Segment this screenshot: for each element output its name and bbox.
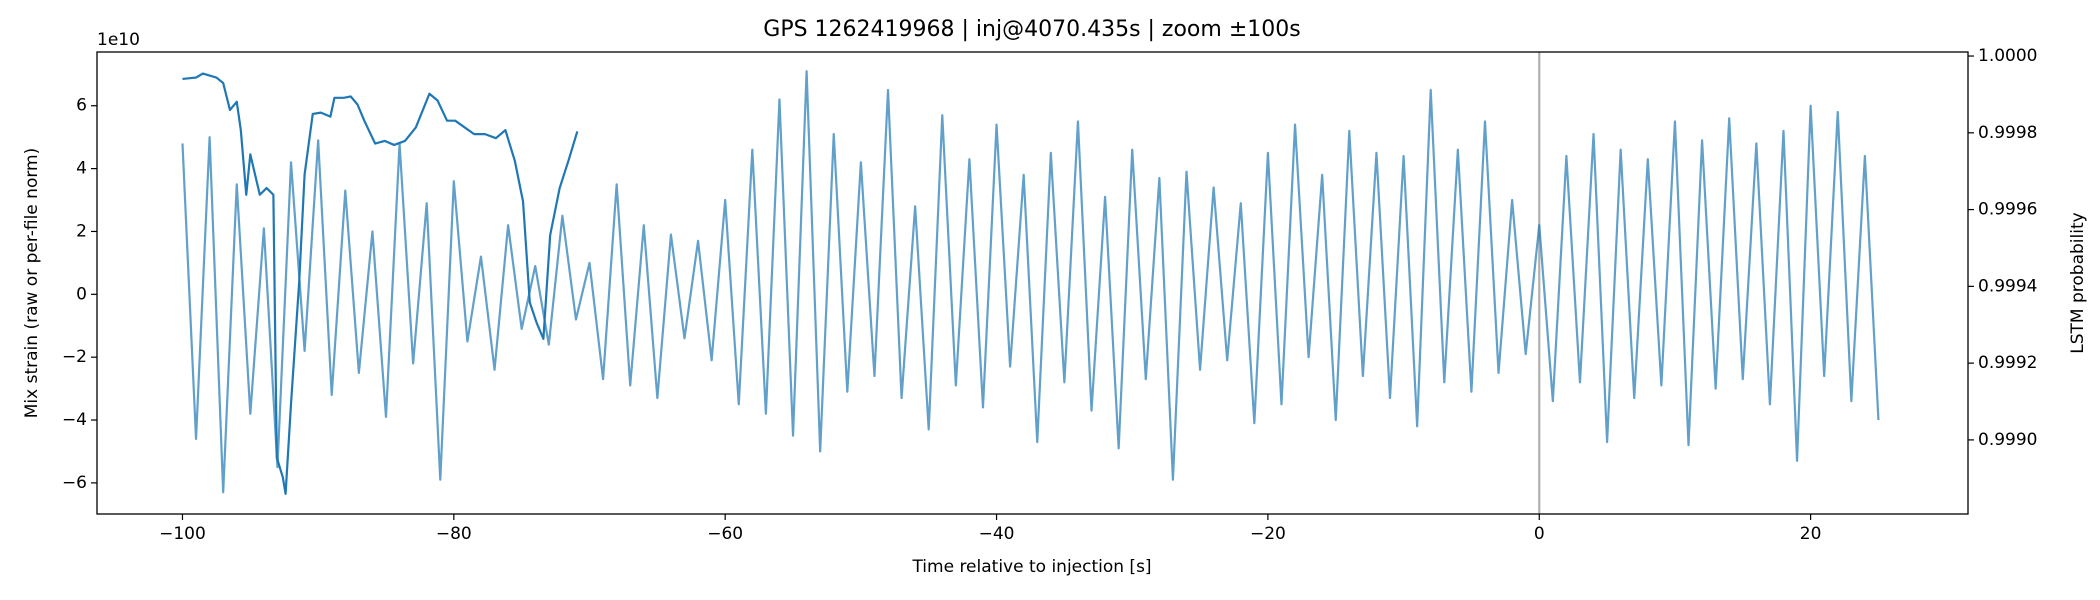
y-axis-label: Mix strain (raw or per-file norm)	[22, 148, 42, 418]
series-line	[182, 72, 579, 495]
series-line	[181, 70, 1880, 494]
y2-tick-label: 0.9992	[1978, 353, 2037, 373]
x-tick-label: −100	[159, 524, 206, 544]
y2-tick-label: 0.9998	[1978, 123, 2037, 143]
y-offset-label: 1e10	[97, 30, 140, 50]
y-tick-label: 4	[76, 159, 87, 179]
y2-tick-label: 0.9996	[1978, 200, 2037, 220]
y-tick-label: −4	[62, 410, 87, 430]
x-axis-label: Time relative to injection [s]	[911, 557, 1151, 577]
x-tick-label: −80	[436, 524, 472, 544]
y-tick-label: −2	[62, 347, 87, 367]
x-tick-label: 0	[1534, 524, 1545, 544]
x-tick-label: −60	[707, 524, 743, 544]
x-tick-label: 20	[1800, 524, 1822, 544]
chart-title: GPS 1262419968 | inj@4070.435s | zoom ±1…	[763, 17, 1300, 42]
y-tick-label: −6	[62, 473, 87, 493]
x-tick-label: −40	[979, 524, 1015, 544]
y2-tick-label: 0.9990	[1978, 430, 2037, 450]
y2-tick-label: 1.0000	[1978, 46, 2037, 66]
x-tick-label: −20	[1250, 524, 1286, 544]
y-tick-label: 0	[76, 284, 87, 304]
y2-axis-label: LSTM probability	[2068, 212, 2088, 353]
y-tick-label: 6	[76, 96, 87, 116]
y-tick-label: 2	[76, 221, 87, 241]
plot-frame	[96, 51, 1969, 515]
y2-tick-label: 0.9994	[1978, 276, 2037, 296]
